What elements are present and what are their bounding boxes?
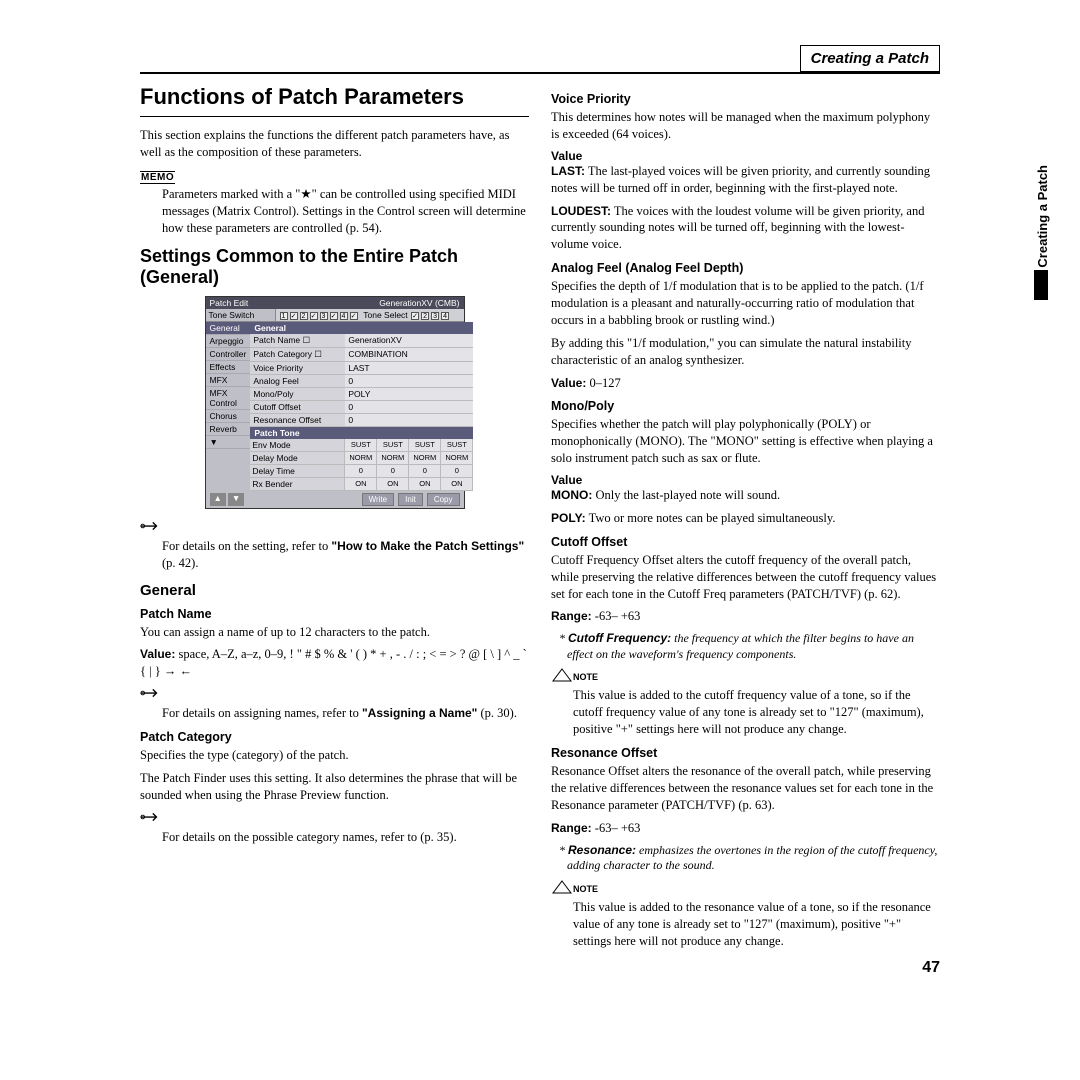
mp-mono: MONO: Only the last-played note will sou… [551,487,940,504]
vp-loudest: LOUDEST: The voices with the loudest vol… [551,203,940,254]
voice-priority-heading: Voice Priority [551,92,940,106]
mono-poly-heading: Mono/Poly [551,399,940,413]
analog-feel-heading: Analog Feel (Analog Feel Depth) [551,261,940,275]
general-heading: General [140,582,529,599]
patch-category-heading: Patch Category [140,730,529,744]
left-column: Functions of Patch Parameters This secti… [140,84,529,957]
resonance-footnote: * Resonance: emphasizes the overtones in… [555,843,940,874]
title-rule [140,116,529,117]
hand-icon [140,686,162,703]
hand-icon [140,519,162,536]
voice-priority-value-label: Value [551,149,940,163]
ss-title-right: GenerationXV (CMB) [379,298,459,308]
cutoff-p1: Cutoff Frequency Offset alters the cutof… [551,552,940,603]
ref-assign-name: For details on assigning names, refer to… [162,705,529,722]
analog-feel-value: Value: 0–127 [551,375,940,392]
voice-priority-p1: This determines how notes will be manage… [551,109,940,143]
resonance-note: This value is added to the resonance val… [573,899,940,950]
patch-name-desc: You can assign a name of up to 12 charac… [140,624,529,641]
patch-category-p2: The Patch Finder uses this setting. It a… [140,770,529,804]
cutoff-footnote: * Cutoff Frequency: the frequency at whi… [555,631,940,662]
analog-feel-p2: By adding this "1/f modulation," you can… [551,335,940,369]
breadcrumb: Creating a Patch [800,45,940,72]
analog-feel-p1: Specifies the depth of 1/f modulation th… [551,278,940,329]
cutoff-range: Range: -63– +63 [551,608,940,625]
mp-poly: POLY: Two or more notes can be played si… [551,510,940,527]
cutoff-heading: Cutoff Offset [551,535,940,549]
ss-tone-switch-label: Tone Switch [206,309,276,321]
page-number: 47 [922,959,940,977]
memo-text: Parameters marked with a "★" can be cont… [162,186,529,237]
ss-title-left: Patch Edit [210,298,249,308]
memo-icon: MEMO [140,171,175,184]
patch-name-heading: Patch Name [140,607,529,621]
side-tab-marker [1034,270,1048,300]
patch-edit-screenshot: Patch Edit GenerationXV (CMB) Tone Switc… [205,296,465,509]
note-icon: NOTE [551,880,598,897]
ref-patch-settings: For details on the setting, refer to "Ho… [162,538,529,572]
side-tab-label: Creating a Patch [1035,165,1050,268]
intro-text: This section explains the functions the … [140,127,529,161]
ss-sidebar: General Arpeggio Controller Effects MFX … [206,322,251,491]
right-column: Voice Priority This determines how notes… [551,84,940,957]
patch-category-p1: Specifies the type (category) of the pat… [140,747,529,764]
settings-heading: Settings Common to the Entire Patch (Gen… [140,246,529,287]
cutoff-note: This value is added to the cutoff freque… [573,687,940,738]
page-title: Functions of Patch Parameters [140,84,529,110]
resonance-range: Range: -63– +63 [551,820,940,837]
side-tab: Creating a Patch [1035,165,1050,268]
mono-poly-p1: Specifies whether the patch will play po… [551,416,940,467]
header-rule [140,72,940,74]
resonance-p1: Resonance Offset alters the resonance of… [551,763,940,814]
resonance-heading: Resonance Offset [551,746,940,760]
vp-last: LAST: The last-played voices will be giv… [551,163,940,197]
hand-icon [140,810,162,827]
mono-poly-value-label: Value [551,473,940,487]
patch-name-value: Value: space, A–Z, a–z, 0–9, ! " # $ % &… [140,646,529,680]
note-icon: NOTE [551,668,598,685]
ref-category: For details on the possible category nam… [162,829,529,846]
